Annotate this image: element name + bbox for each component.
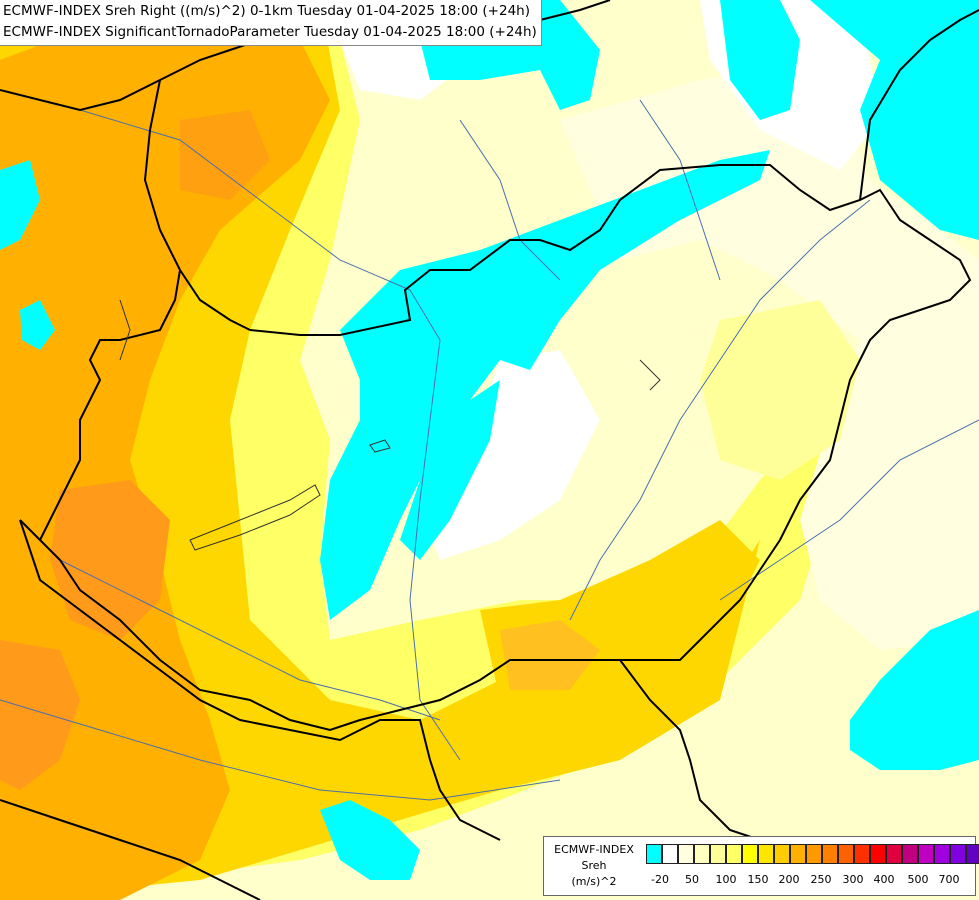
border-west-austria: [143, 79, 251, 331]
legend-swatch: [822, 844, 838, 864]
legend-swatch: [886, 844, 902, 864]
border-west-slovenia: [39, 269, 181, 541]
regional-borders: [119, 299, 661, 551]
legend-param: Sreh: [581, 859, 607, 872]
river-northeast: [639, 99, 721, 281]
title-line-1: ECMWF-INDEX Sreh Right ((m/s)^2) 0-1km T…: [3, 3, 530, 19]
legend-swatch: [694, 844, 710, 864]
legend-swatch: [854, 844, 870, 864]
border-south-croatia: [19, 519, 501, 841]
legend-tick-label: 50: [685, 873, 699, 886]
field-west-orange: [0, 30, 330, 900]
river-danube: [0, 89, 461, 761]
legend-swatch: [870, 844, 886, 864]
field-cyan-west-spot: [20, 300, 55, 350]
legend-unit: (m/s)^2: [571, 875, 617, 888]
regional-line-1: [119, 299, 131, 361]
river-tisza: [569, 199, 871, 621]
legend-swatch: [774, 844, 790, 864]
map-title: ECMWF-INDEX Sreh Right ((m/s)^2) 0-1km T…: [0, 0, 542, 46]
legend-tick-label: 500: [907, 873, 929, 886]
river-drava: [59, 559, 441, 721]
field-east-yellow: [700, 300, 860, 480]
legend-swatch: [758, 844, 774, 864]
border-serbia-romania: [619, 659, 761, 841]
field-white-center: [420, 350, 600, 560]
legend-tick-label: 700: [938, 873, 960, 886]
field-nw-orange2: [180, 110, 270, 200]
rivers: [0, 89, 979, 801]
legend-model: ECMWF-INDEX: [554, 843, 634, 856]
river-north: [459, 119, 561, 281]
color-legend: ECMWF-INDEX Sreh (m/s)^2 -20 50 100 150 200 2…: [543, 836, 979, 896]
legend-tick-label: -20: [651, 873, 669, 886]
field-cyan-central-band: [320, 150, 770, 620]
lake-small: [369, 439, 391, 453]
legend-tick-label: 150: [747, 873, 769, 886]
field-cyan-northeast: [720, 0, 800, 120]
legend-swatch: [934, 844, 950, 864]
legend-tick-label: 200: [778, 873, 800, 886]
title-line-2: ECMWF-INDEX SignificantTornadoParameter …: [3, 24, 537, 40]
legend-swatch: [646, 844, 662, 864]
legend-swatch: [742, 844, 758, 864]
legend-swatch: [806, 844, 822, 864]
regional-line-2: [639, 359, 661, 391]
legend-swatch: [662, 844, 678, 864]
legend-swatch: [950, 844, 966, 864]
river-sava: [0, 699, 561, 801]
legend-swatch: [678, 844, 694, 864]
legend-tick-label: 400: [873, 873, 895, 886]
legend-tick-label: 300: [842, 873, 864, 886]
field-cyan-southeast: [850, 610, 979, 770]
lake-balaton: [189, 484, 321, 551]
field-cyan-central-lower: [400, 380, 500, 560]
field-south-orange: [500, 620, 600, 690]
river-east: [719, 419, 979, 601]
legend-swatch: [966, 844, 979, 864]
border-northwest: [0, 39, 261, 112]
legend-swatch: [838, 844, 854, 864]
legend-swatch: [710, 844, 726, 864]
legend-swatch: [918, 844, 934, 864]
field-cyan-south: [320, 800, 420, 880]
border-hungary: [19, 164, 972, 732]
border-east: [859, 9, 979, 201]
legend-tick-label: 100: [715, 873, 737, 886]
legend-swatch: [902, 844, 918, 864]
border-bosnia: [0, 799, 261, 900]
legend-swatch: [726, 844, 742, 864]
legend-tick-label: 250: [810, 873, 832, 886]
field-sw-darkorange: [0, 640, 80, 790]
field-cyan-west: [0, 160, 40, 250]
legend-swatch: [790, 844, 806, 864]
field-cyan-far-northeast: [810, 0, 979, 240]
